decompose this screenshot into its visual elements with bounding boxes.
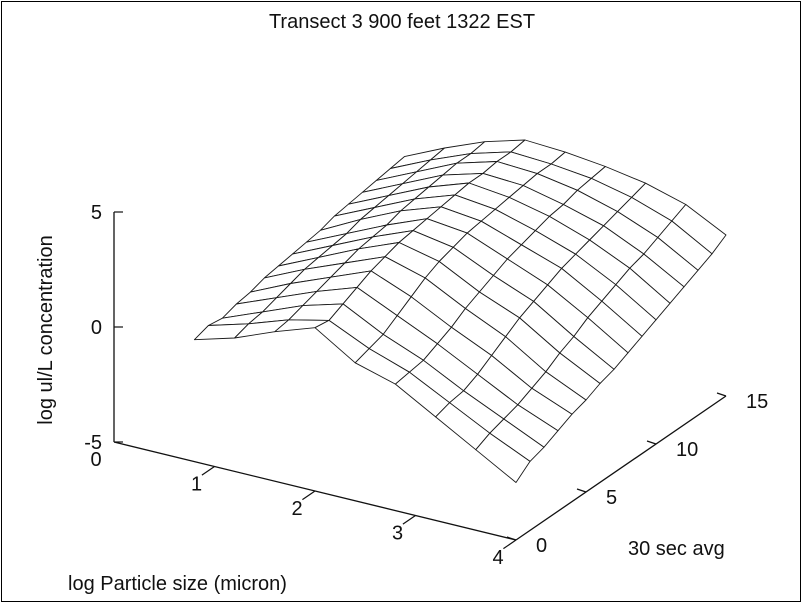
x-tick-mark: [402, 515, 416, 525]
z-axis-label: log ul/L concentration: [35, 235, 57, 424]
y-tick-label: 5: [606, 487, 617, 509]
y-tick-mark: [506, 536, 517, 541]
x-tick-mark: [302, 490, 316, 501]
y-tick-mark: [646, 440, 657, 445]
y-axis-label: 30 sec avg: [628, 538, 725, 560]
y-tick-label: 15: [746, 391, 768, 413]
x-tick-label: 2: [291, 498, 302, 520]
z-tick-label: 0: [91, 317, 102, 339]
x-tick-mark: [201, 466, 215, 476]
z-tick-label: -5: [84, 432, 102, 454]
y-tick-label: 0: [536, 535, 547, 557]
x-axis-label: log Particle size (micron): [68, 573, 287, 595]
y-tick-mark: [716, 392, 727, 397]
z-tick-label: 5: [91, 202, 102, 224]
axes-group: [113, 211, 727, 550]
y-tick-mark: [576, 488, 587, 493]
y-axis-line: [515, 395, 727, 541]
x-tick-label: 1: [191, 474, 202, 496]
x-tick-label: 3: [392, 523, 403, 545]
x-tick-mark: [503, 539, 517, 550]
surface-mesh: [193, 139, 727, 483]
chart-title: Transect 3 900 feet 1322 EST: [269, 11, 535, 33]
surface-cell: [475, 432, 531, 483]
y-tick-label: 10: [676, 439, 698, 461]
x-tick-label: 4: [492, 547, 503, 569]
x-tick-label: 0: [90, 449, 101, 471]
